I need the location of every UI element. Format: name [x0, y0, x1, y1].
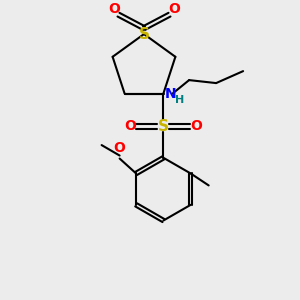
Text: O: O: [114, 141, 126, 155]
Text: H: H: [175, 95, 184, 105]
Text: O: O: [168, 2, 180, 16]
Text: O: O: [108, 2, 120, 16]
Text: S: S: [158, 119, 169, 134]
Text: O: O: [124, 119, 136, 134]
Text: O: O: [190, 119, 202, 134]
Text: S: S: [139, 27, 149, 42]
Text: N: N: [165, 86, 177, 100]
